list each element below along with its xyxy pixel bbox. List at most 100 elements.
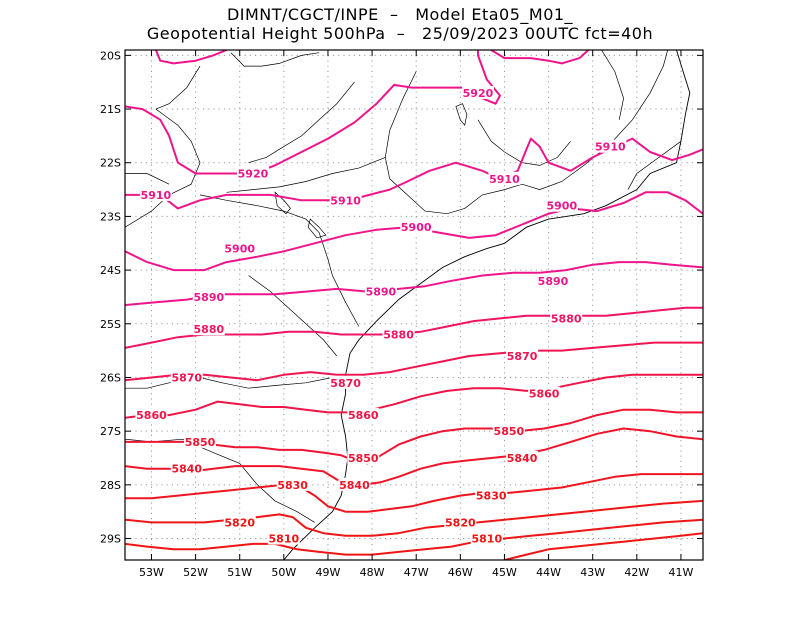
contour-label-bg <box>329 193 362 207</box>
state-border <box>155 65 201 110</box>
map-background <box>125 50 703 560</box>
contour-line-5860 <box>125 373 703 419</box>
state-border <box>248 81 355 164</box>
reservoir-outline <box>307 218 327 239</box>
contour-label: 5880 <box>551 312 582 325</box>
state-border <box>230 52 320 67</box>
lat-tick-label: 26S <box>100 371 121 384</box>
state-border <box>125 173 170 185</box>
contour-label-bg <box>192 289 225 303</box>
lat-lon-grid <box>125 50 703 560</box>
contour-label-bg <box>382 327 415 341</box>
lon-tick-label: 43W <box>580 566 605 579</box>
lon-tick-label: 49W <box>316 566 341 579</box>
contour-line-5920 <box>490 50 590 65</box>
contour-label: 5900 <box>401 221 432 234</box>
contour-label-bg <box>506 349 539 362</box>
contour-line-5920 <box>125 50 501 175</box>
lon-tick-label: 41W <box>669 566 694 579</box>
lon-tick-label: 44W <box>536 566 561 579</box>
lat-tick-label: 23S <box>100 210 121 223</box>
lat-tick-label: 22S <box>100 157 121 170</box>
contour-label: 5910 <box>489 173 520 186</box>
contour-line-5890 <box>125 261 703 306</box>
contour-label: 5850 <box>185 436 216 449</box>
lon-tick-label: 48W <box>360 566 385 579</box>
contour-label-bg <box>192 322 225 336</box>
contour-line-5900 <box>125 191 703 272</box>
contour-label: 5840 <box>339 479 370 492</box>
contour-label: 5810 <box>471 533 502 546</box>
state-border <box>384 50 669 215</box>
state-border <box>627 141 682 190</box>
lat-tick-label: 27S <box>100 425 121 438</box>
contour-label-bg <box>267 531 300 545</box>
contour-label: 5880 <box>194 323 225 336</box>
contour-label: 5850 <box>494 425 525 438</box>
contour-label: 5870 <box>171 371 202 384</box>
lat-tick-label: 21S <box>100 103 121 116</box>
contour-line-5870 <box>125 341 703 382</box>
lat-tick-label: 24S <box>100 264 121 277</box>
contour-label-bg <box>488 171 521 185</box>
contour-label: 5870 <box>507 350 538 363</box>
reservoir-outline <box>455 103 468 126</box>
contour-label: 5860 <box>529 388 560 401</box>
state-border <box>226 157 386 193</box>
contour-label: 5910 <box>330 194 361 207</box>
map-title-line-1: DIMNT/CGCT/INPE – Model Eta05_M01_ <box>226 5 574 24</box>
contour-label: 5840 <box>507 452 538 465</box>
contour-label: 5920 <box>463 87 494 100</box>
lon-tick-label: 53W <box>139 566 164 579</box>
contour-label: 5890 <box>194 291 225 304</box>
contour-label-bg <box>276 477 309 491</box>
map-frame <box>124 49 704 561</box>
contour-label: 5820 <box>445 516 476 529</box>
lon-tick-label: 46W <box>448 566 473 579</box>
axis-tick-labels: 53W 52W 51W 50W 49W 48W 47W 46W 45W 44W 43W 42W 41W 2… <box>100 49 693 579</box>
contour-label-bg <box>329 375 362 389</box>
reservoir-outline <box>274 191 291 215</box>
contour-label-bg <box>506 451 539 464</box>
contour-label: 5850 <box>348 452 379 465</box>
contour-label: 5860 <box>348 409 379 422</box>
map-title-line-2: Geopotential Height 500hPa – 25/09/2023 … <box>146 24 654 43</box>
contour-label-bg <box>170 370 203 384</box>
contour-label-bg <box>364 284 397 298</box>
contour-line-5810 <box>503 532 703 560</box>
lat-tick-label: 20S <box>100 49 121 62</box>
geography <box>125 50 691 560</box>
contour-label-bg <box>470 531 503 545</box>
contour-label-bg <box>545 198 578 212</box>
contour-label: 5830 <box>476 490 507 503</box>
contour-label-bg <box>444 515 477 529</box>
contour-label-bg <box>135 408 168 422</box>
contour-label: 5910 <box>141 189 172 202</box>
state-border <box>601 50 624 120</box>
contour-label: 5880 <box>383 329 414 342</box>
contour-label-bg <box>550 311 583 325</box>
contour-label-bg <box>347 408 380 422</box>
lon-tick-label: 52W <box>183 566 208 579</box>
lon-tick-label: 42W <box>624 566 649 579</box>
contour-label: 5840 <box>171 463 202 476</box>
height-contours <box>125 50 703 560</box>
contour-label: 5910 <box>595 141 626 154</box>
coastline <box>283 50 691 560</box>
state-border <box>248 275 338 357</box>
contour-label: 5860 <box>136 409 167 422</box>
contour-label: 5900 <box>224 243 255 256</box>
contour-line-5810 <box>125 518 703 556</box>
contour-label: 5890 <box>538 275 569 288</box>
lon-tick-label: 51W <box>227 566 252 579</box>
contour-label-bg <box>594 139 627 153</box>
lat-tick-label: 29S <box>100 533 121 546</box>
contour-label: 5830 <box>277 479 308 492</box>
contour-label-bg <box>338 477 371 491</box>
contour-label-bg <box>492 424 525 438</box>
contour-label: 5900 <box>546 200 577 213</box>
contour-label-bg <box>536 273 569 287</box>
contour-label: 5890 <box>366 286 397 299</box>
contour-label-bg <box>461 85 494 99</box>
